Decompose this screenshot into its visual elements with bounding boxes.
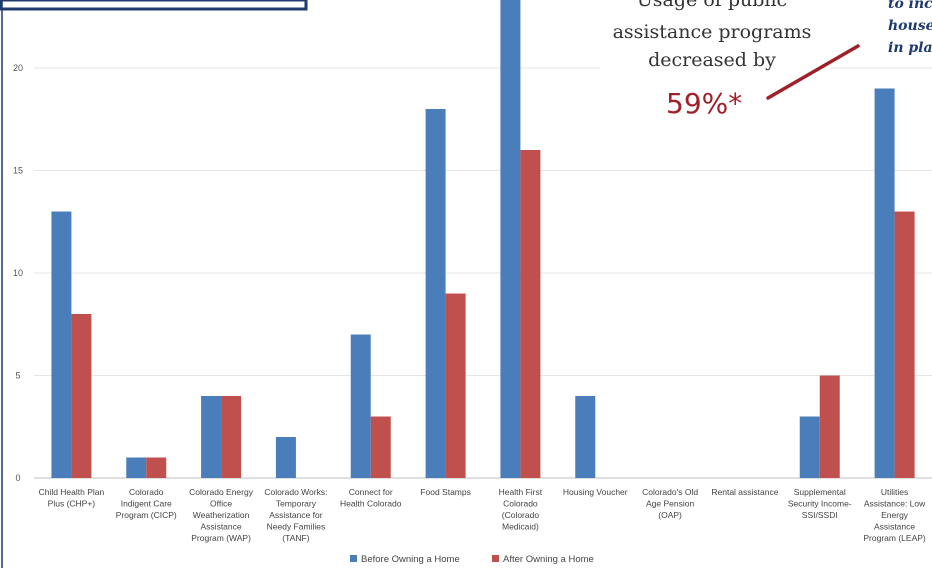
category-label-line: Food Stamps bbox=[420, 487, 471, 497]
y-tick-label: 10 bbox=[13, 268, 23, 278]
category-label-line: Program (LEAP) bbox=[863, 533, 926, 543]
category-label-line: Colorado's Old bbox=[642, 487, 698, 497]
category-label-line: Utilities bbox=[881, 487, 908, 497]
category-label-line: (Colorado bbox=[502, 510, 540, 520]
bar-after bbox=[146, 457, 167, 478]
category-label-line: Colorado bbox=[503, 499, 538, 509]
category-label-line: Program (CICP) bbox=[116, 510, 177, 520]
category-label-line: Child Health Plan bbox=[39, 487, 105, 497]
bar-before bbox=[51, 211, 72, 478]
category-label-line: Energy bbox=[881, 510, 909, 520]
bar-after bbox=[819, 375, 840, 478]
category-label-line: Needy Families bbox=[267, 522, 326, 532]
annotation-line-2: assistance programs bbox=[613, 21, 812, 43]
gridlines bbox=[34, 67, 932, 479]
bar-after bbox=[221, 396, 242, 478]
bar-after bbox=[370, 416, 391, 478]
y-tick-label: 20 bbox=[13, 63, 23, 73]
category-label-line: Plus (CHP+) bbox=[48, 499, 96, 509]
category-label-line: Colorado bbox=[129, 487, 164, 497]
bar-before bbox=[874, 88, 895, 478]
category-label-line: Assistance for bbox=[269, 510, 323, 520]
legend: Before Owning a Home After Owning a Home bbox=[350, 554, 594, 565]
annotation-line-3: decreased by bbox=[648, 49, 776, 71]
category-label-line: Health Colorado bbox=[340, 499, 402, 509]
y-axis-ticks: 0 5 10 15 20 bbox=[13, 63, 23, 483]
category-label: Colorado's Old Age Pension (OAP) bbox=[642, 487, 698, 520]
bar-before bbox=[425, 109, 446, 478]
category-label-line: Assistance bbox=[874, 522, 915, 532]
category-label-line: (TANF) bbox=[282, 533, 309, 543]
category-label-line: Housing Voucher bbox=[563, 487, 628, 497]
bar-after bbox=[71, 314, 92, 478]
category-label-line: Weatherization bbox=[193, 510, 250, 520]
bar-before bbox=[126, 457, 147, 478]
legend-label-after: After Owning a Home bbox=[503, 554, 594, 565]
category-label-line: Medicaid) bbox=[502, 522, 539, 532]
bar-after bbox=[894, 211, 915, 478]
category-label: Utilities Assistance: Low Energy Assistance… bbox=[863, 487, 926, 543]
category-label-line: Connect for bbox=[349, 487, 393, 497]
annotation-bg bbox=[600, 0, 830, 80]
category-label-line: Program (WAP) bbox=[191, 533, 251, 543]
bar-before bbox=[350, 334, 371, 478]
legend-label-before: Before Owning a Home bbox=[361, 554, 460, 565]
y-tick-label: 5 bbox=[15, 371, 20, 381]
category-label-line: Colorado Energy bbox=[189, 487, 254, 497]
category-label: Food Stamps bbox=[420, 487, 471, 497]
category-label-line: Security Income- bbox=[788, 499, 852, 509]
annotation-right-line-3: in pla bbox=[888, 40, 932, 56]
category-label-line: Health First bbox=[499, 487, 543, 497]
category-label: Rental assistance bbox=[711, 487, 778, 497]
bar-before bbox=[500, 0, 521, 478]
category-label: Colorado Energy Office Weatherization Assis… bbox=[189, 487, 254, 543]
category-label: Colorado Indigent Care Program (CICP) bbox=[116, 487, 177, 520]
annotation-arrow bbox=[766, 44, 860, 100]
bar-before bbox=[575, 396, 596, 478]
category-label-line: Supplemental bbox=[794, 487, 846, 497]
y-tick-label: 15 bbox=[13, 166, 23, 176]
category-label-line: Rental assistance bbox=[711, 487, 778, 497]
legend-swatch-before bbox=[350, 555, 357, 562]
category-label-line: Colorado Works: bbox=[264, 487, 327, 497]
category-label-line: Temporary bbox=[276, 499, 317, 509]
bar-before bbox=[275, 437, 296, 478]
title-frame bbox=[0, 0, 308, 11]
category-label-line: SSI/SSDI bbox=[802, 510, 838, 520]
category-label-line: Assistance: Low bbox=[864, 499, 926, 509]
annotation-right-line-1: to inc bbox=[888, 0, 932, 12]
category-labels: Child Health Plan Plus (CHP+) Colorado Indi… bbox=[39, 487, 927, 543]
bar-after bbox=[445, 293, 466, 478]
category-label: Housing Voucher bbox=[563, 487, 628, 497]
annotation-right-line-2: house bbox=[888, 18, 932, 34]
category-label: Colorado Works: Temporary Assistance for Ne… bbox=[264, 487, 327, 543]
category-label: Connect for Health Colorado bbox=[340, 487, 402, 509]
bar-after bbox=[520, 150, 541, 478]
category-label-line: Indigent Care bbox=[121, 499, 172, 509]
bars bbox=[51, 0, 915, 478]
y-tick-label: 0 bbox=[15, 473, 20, 483]
category-label: Supplemental Security Income-SSI/SSDI bbox=[788, 487, 852, 520]
bar-before bbox=[799, 416, 820, 478]
category-label: Child Health Plan Plus (CHP+) bbox=[39, 487, 105, 509]
bar-before bbox=[201, 396, 222, 478]
annotation-line-1: Usage of public bbox=[637, 0, 787, 11]
category-label: Health First Colorado (Colorado Medicaid) bbox=[499, 487, 543, 532]
annotation-percent: 59%* bbox=[666, 87, 742, 120]
category-label-line: (OAP) bbox=[658, 510, 682, 520]
category-label-line: Office bbox=[210, 499, 232, 509]
category-label-line: Age Pension bbox=[646, 499, 694, 509]
category-label-line: Assistance bbox=[201, 522, 242, 532]
legend-swatch-after bbox=[492, 555, 499, 562]
